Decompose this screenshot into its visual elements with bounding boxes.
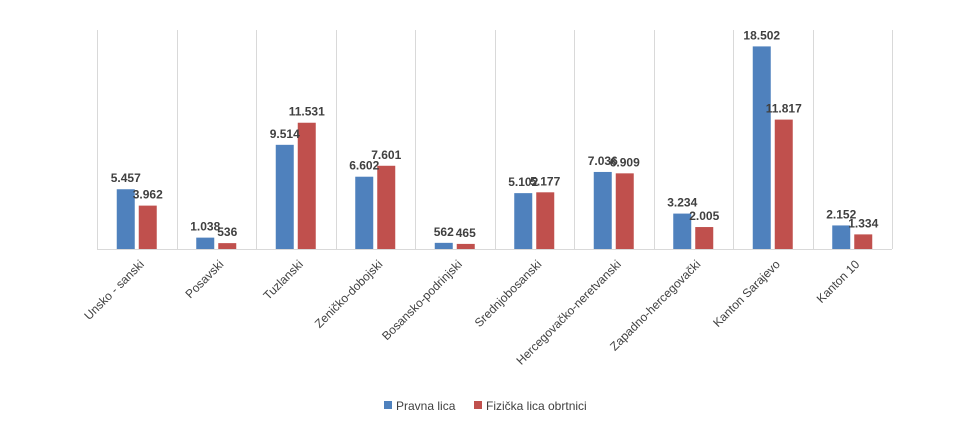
data-label: 9.514	[270, 127, 300, 141]
data-label: 465	[456, 226, 476, 240]
data-label: 536	[217, 225, 237, 239]
bar	[355, 176, 374, 249]
data-label: 3.962	[133, 188, 163, 202]
data-label: 1.038	[190, 220, 220, 234]
category-label: Unsko - sanski	[81, 257, 147, 323]
bar	[218, 243, 237, 249]
data-label: 6.909	[610, 155, 640, 169]
bar	[514, 193, 533, 249]
category-label: Tuzlanski	[260, 257, 305, 302]
data-label: 5.102	[508, 175, 538, 189]
bar	[536, 192, 555, 249]
bar	[615, 173, 634, 249]
data-label: 11.531	[289, 105, 325, 119]
bar	[832, 225, 851, 249]
data-label: 11.817	[766, 102, 802, 116]
legend: Pravna lica Fizička lica obrtnici	[384, 399, 587, 413]
bar	[434, 242, 453, 249]
category-label: Posavski	[183, 257, 227, 301]
data-label: 7.036	[588, 154, 618, 168]
data-label: 6.602	[349, 159, 379, 173]
data-label: 562	[434, 225, 454, 239]
bar	[275, 144, 294, 249]
data-label: 7.601	[371, 148, 401, 162]
category-label: Kanton Sarajevo	[710, 257, 783, 330]
category-label: Srednjobosanski	[472, 257, 545, 330]
category-label: Zeničko-dobojski	[312, 257, 386, 331]
bar	[456, 243, 475, 249]
category-axis-labels: Unsko - sanski Posavski Tuzlanski Zeničko-d…	[81, 257, 862, 368]
bar	[752, 46, 771, 249]
data-label: 18.502	[743, 28, 780, 42]
bar	[297, 122, 316, 249]
data-label: 5.457	[111, 171, 141, 185]
bar	[673, 213, 692, 249]
bar	[695, 227, 714, 249]
bar	[854, 234, 873, 249]
bar	[138, 205, 157, 249]
bar	[116, 189, 135, 249]
bar	[774, 119, 793, 249]
category-label: Bosansko-podrinjski	[379, 257, 465, 343]
legend-label: Pravna lica	[396, 399, 456, 413]
category-label: Zapadno-hercegovački	[607, 257, 703, 353]
data-label: 5.177	[530, 174, 560, 188]
data-label: 1.334	[848, 216, 878, 230]
legend-swatch	[474, 401, 482, 409]
data-label: 2.152	[826, 207, 856, 221]
bar	[593, 171, 612, 249]
bar-series	[116, 46, 873, 249]
bar	[196, 237, 215, 249]
data-label: 2.005	[689, 209, 719, 223]
data-label: 3.234	[667, 196, 697, 210]
legend-swatch	[384, 401, 392, 409]
legend-label: Fizička lica obrtnici	[486, 399, 587, 413]
category-label: Kanton 10	[814, 257, 863, 306]
bar	[377, 165, 396, 249]
category-separators	[97, 30, 893, 249]
